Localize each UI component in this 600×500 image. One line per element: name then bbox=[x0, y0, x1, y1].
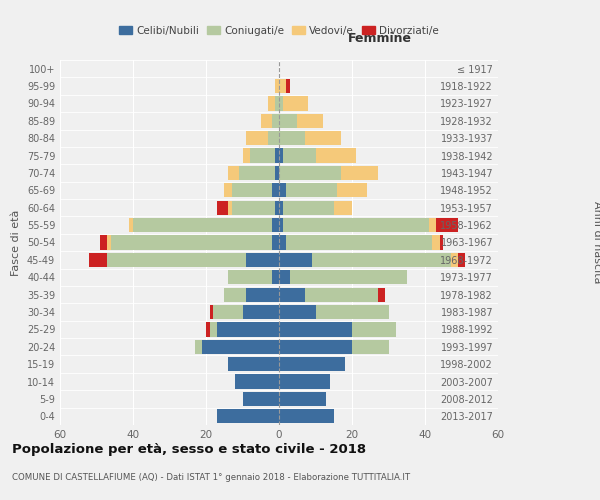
Bar bbox=[242, 392, 279, 406]
Bar bbox=[209, 305, 214, 319]
Bar bbox=[316, 305, 389, 319]
Bar bbox=[224, 288, 246, 302]
Text: Popolazione per età, sesso e stato civile - 2018: Popolazione per età, sesso e stato civil… bbox=[12, 442, 366, 456]
Bar bbox=[279, 392, 326, 406]
Bar bbox=[89, 253, 107, 267]
Bar bbox=[337, 183, 367, 198]
Bar bbox=[242, 305, 279, 319]
Bar bbox=[217, 409, 279, 424]
Bar bbox=[275, 200, 279, 215]
Bar bbox=[133, 218, 272, 232]
Bar bbox=[279, 114, 297, 128]
Bar bbox=[228, 200, 232, 215]
Bar bbox=[272, 218, 279, 232]
Bar bbox=[316, 148, 356, 162]
Bar bbox=[279, 409, 334, 424]
Bar bbox=[279, 374, 330, 388]
Bar bbox=[305, 288, 377, 302]
Bar bbox=[272, 114, 279, 128]
Bar bbox=[261, 114, 272, 128]
Bar bbox=[283, 148, 316, 162]
Bar bbox=[286, 79, 290, 93]
Bar bbox=[239, 166, 275, 180]
Bar bbox=[305, 131, 341, 146]
Bar bbox=[242, 148, 250, 162]
Bar bbox=[246, 131, 268, 146]
Y-axis label: Fasce di età: Fasce di età bbox=[11, 210, 21, 276]
Bar bbox=[279, 340, 352, 354]
Bar bbox=[246, 288, 279, 302]
Bar bbox=[235, 374, 279, 388]
Bar bbox=[279, 200, 283, 215]
Bar bbox=[268, 96, 275, 110]
Bar bbox=[279, 236, 286, 250]
Bar bbox=[202, 340, 279, 354]
Bar bbox=[272, 236, 279, 250]
Bar bbox=[279, 96, 283, 110]
Bar bbox=[279, 270, 290, 284]
Bar bbox=[279, 253, 312, 267]
Bar bbox=[275, 79, 279, 93]
Bar bbox=[279, 288, 305, 302]
Bar bbox=[272, 183, 279, 198]
Bar bbox=[279, 166, 341, 180]
Bar bbox=[195, 340, 202, 354]
Bar bbox=[100, 236, 107, 250]
Bar bbox=[312, 253, 451, 267]
Bar bbox=[286, 183, 337, 198]
Bar bbox=[279, 322, 352, 336]
Bar bbox=[283, 218, 428, 232]
Bar bbox=[232, 200, 275, 215]
Bar bbox=[297, 114, 323, 128]
Bar bbox=[275, 148, 279, 162]
Bar bbox=[334, 200, 352, 215]
Text: Anni di nascita: Anni di nascita bbox=[592, 201, 600, 284]
Bar bbox=[428, 218, 436, 232]
Bar bbox=[217, 322, 279, 336]
Bar bbox=[107, 253, 246, 267]
Bar bbox=[232, 183, 272, 198]
Bar bbox=[352, 322, 396, 336]
Bar bbox=[130, 218, 133, 232]
Bar bbox=[250, 148, 275, 162]
Bar bbox=[440, 236, 443, 250]
Bar bbox=[436, 218, 458, 232]
Text: Femmine: Femmine bbox=[348, 32, 412, 46]
Bar bbox=[272, 270, 279, 284]
Bar bbox=[458, 253, 465, 267]
Bar bbox=[286, 236, 432, 250]
Bar bbox=[341, 166, 377, 180]
Bar bbox=[290, 270, 407, 284]
Bar bbox=[279, 79, 286, 93]
Bar bbox=[352, 340, 389, 354]
Bar bbox=[214, 305, 242, 319]
Bar bbox=[228, 357, 279, 372]
Bar bbox=[228, 270, 272, 284]
Bar bbox=[107, 236, 111, 250]
Bar bbox=[283, 96, 308, 110]
Bar bbox=[246, 253, 279, 267]
Bar bbox=[206, 322, 209, 336]
Bar bbox=[451, 253, 458, 267]
Bar bbox=[279, 305, 316, 319]
Bar bbox=[283, 200, 334, 215]
Bar bbox=[279, 183, 286, 198]
Bar bbox=[377, 288, 385, 302]
Bar bbox=[228, 166, 239, 180]
Bar bbox=[224, 183, 232, 198]
Legend: Celibi/Nubili, Coniugati/e, Vedovi/e, Divorziati/e: Celibi/Nubili, Coniugati/e, Vedovi/e, Di… bbox=[115, 22, 443, 40]
Bar bbox=[111, 236, 272, 250]
Bar bbox=[217, 200, 228, 215]
Bar bbox=[275, 166, 279, 180]
Bar bbox=[279, 357, 344, 372]
Bar bbox=[268, 131, 279, 146]
Bar bbox=[279, 148, 283, 162]
Bar bbox=[432, 236, 440, 250]
Bar bbox=[209, 322, 217, 336]
Text: COMUNE DI CASTELLAFIUME (AQ) - Dati ISTAT 1° gennaio 2018 - Elaborazione TUTTITA: COMUNE DI CASTELLAFIUME (AQ) - Dati ISTA… bbox=[12, 472, 410, 482]
Bar bbox=[279, 131, 305, 146]
Bar bbox=[279, 218, 283, 232]
Bar bbox=[275, 96, 279, 110]
